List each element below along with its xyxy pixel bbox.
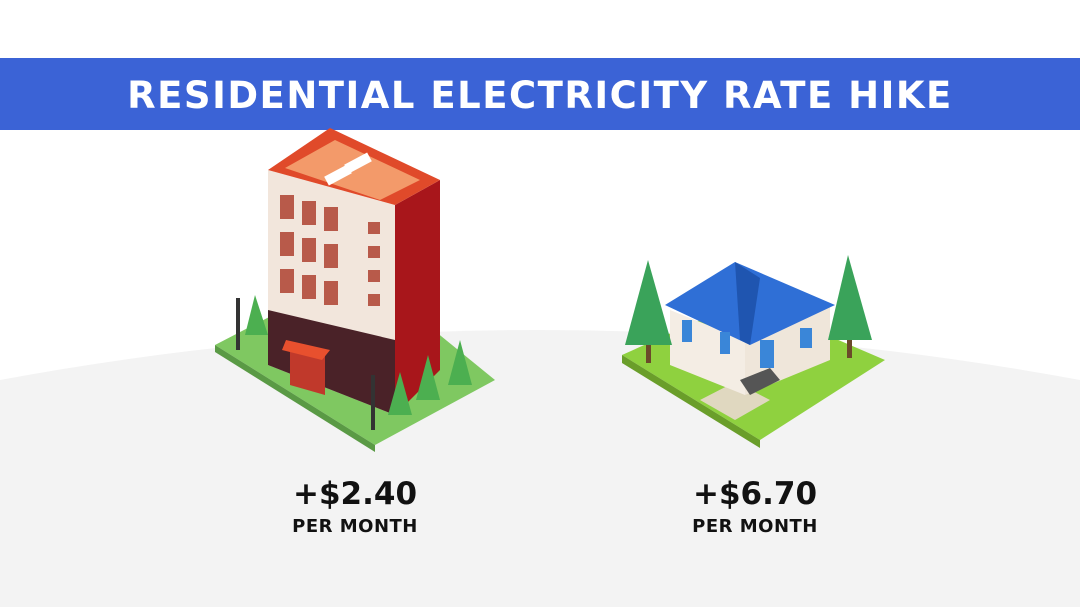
skylight (324, 164, 352, 186)
windows (280, 195, 380, 306)
trunk (847, 340, 852, 358)
awning (282, 340, 330, 360)
lawn-edge (622, 355, 760, 448)
apartment-illustration (215, 128, 495, 452)
unit: PER MONTH (692, 516, 818, 537)
title: RESIDENTIAL ELECTRICITY RATE HIKE (127, 74, 953, 117)
windows (682, 320, 812, 368)
lamp-post (236, 298, 240, 350)
amount: +$2.40 (293, 476, 417, 512)
title-bar (0, 58, 1080, 130)
house-illustration (622, 255, 885, 448)
trunk (646, 345, 651, 363)
trees (625, 255, 872, 345)
skylight (344, 152, 372, 174)
unit: PER MONTH (292, 516, 418, 537)
roof-ridge (735, 262, 760, 345)
ground (0, 330, 1080, 607)
lamp-post (371, 375, 375, 430)
building-side (395, 180, 440, 415)
amount: +$6.70 (693, 476, 817, 512)
steps (740, 368, 780, 395)
building-base (268, 310, 395, 415)
trees (245, 295, 472, 415)
lawn-edge (215, 345, 375, 452)
